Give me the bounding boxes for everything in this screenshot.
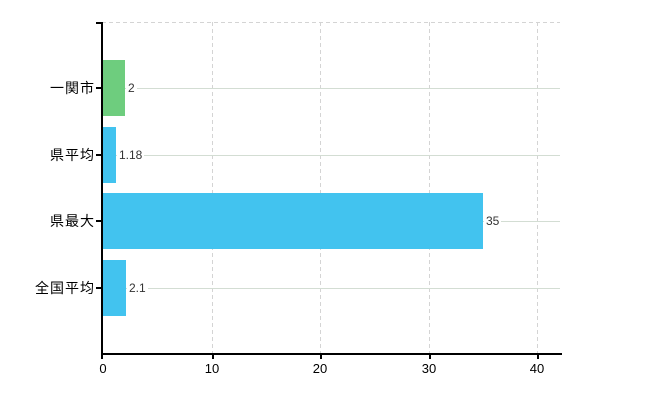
y-axis-tick: [96, 220, 102, 222]
x-axis-tick: [212, 354, 214, 359]
x-axis-tick: [429, 354, 431, 359]
y-axis-line: [101, 22, 103, 359]
bar: [103, 60, 125, 116]
x-tick-label: 40: [529, 361, 545, 376]
x-gridline: [212, 22, 213, 354]
x-axis-tick: [320, 354, 322, 359]
y-axis-end-tick: [96, 22, 102, 24]
x-axis-tick: [537, 354, 539, 359]
bar: [103, 127, 116, 183]
category-gridline: [102, 155, 560, 156]
value-label: 35: [484, 213, 502, 229]
value-label: 2: [126, 80, 137, 96]
x-gridline: [537, 22, 538, 354]
category-label: 一関市: [50, 80, 95, 96]
x-tick-label: 10: [204, 361, 220, 376]
value-label: 2.1: [127, 280, 148, 296]
y-axis-tick: [96, 287, 102, 289]
category-label: 県最大: [50, 213, 95, 229]
value-label: 1.18: [117, 147, 145, 163]
category-label: 県平均: [50, 147, 95, 163]
x-tick-label: 30: [421, 361, 437, 376]
category-gridline: [102, 88, 560, 89]
y-axis-tick: [96, 87, 102, 89]
category-gridline: [102, 288, 560, 289]
x-tick-label: 20: [312, 361, 328, 376]
plot-top-border: [102, 22, 560, 23]
bar: [103, 260, 126, 316]
x-gridline: [320, 22, 321, 354]
category-label: 全国平均: [35, 280, 95, 296]
y-axis-tick: [96, 154, 102, 156]
bar: [103, 193, 483, 249]
x-axis-line: [101, 353, 562, 355]
x-gridline: [429, 22, 430, 354]
x-tick-label: 0: [99, 361, 107, 376]
